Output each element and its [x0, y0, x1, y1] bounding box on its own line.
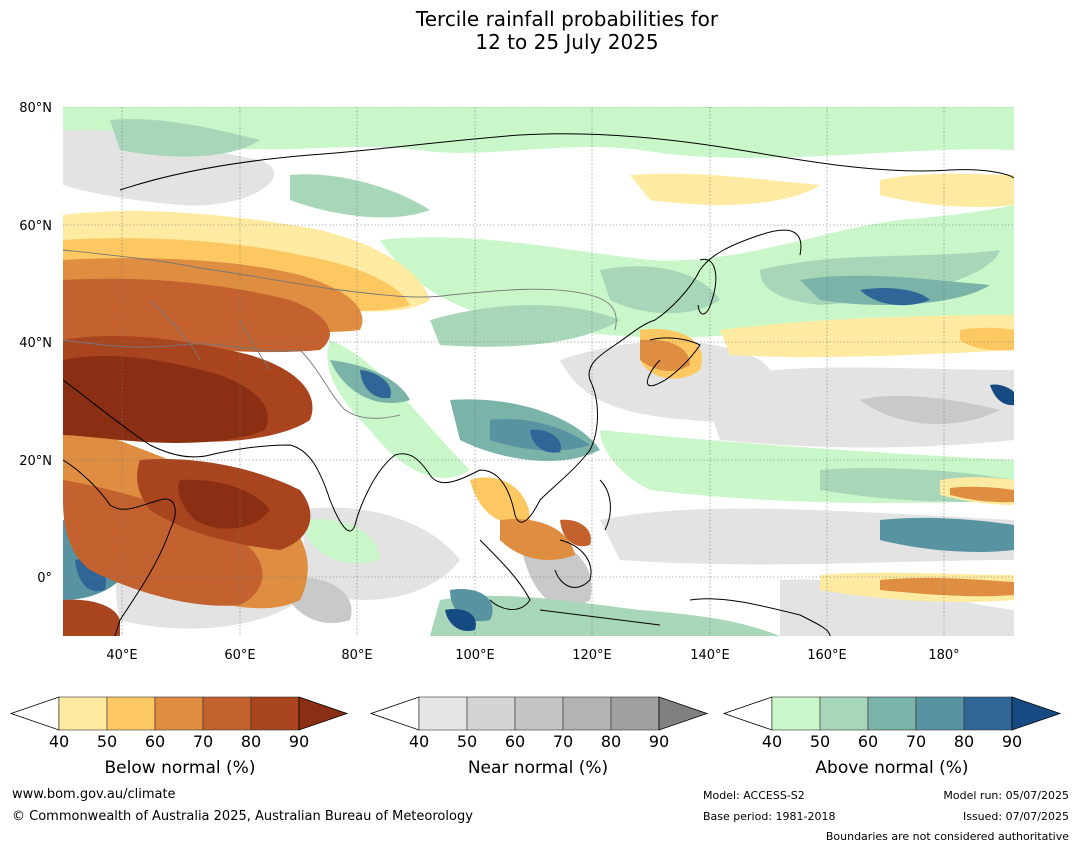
colorbar-segment — [963, 696, 1013, 731]
lon-label: 180° — [928, 648, 959, 663]
disclaimer-text: Boundaries are not considered authoritat… — [825, 830, 1069, 843]
above-normal-title: Above normal (%) — [815, 758, 969, 778]
lon-label: 120°E — [572, 648, 612, 663]
colorbar-tick-label: 60 — [505, 732, 525, 751]
colorbar-segment — [867, 696, 917, 731]
colorbar-segment — [514, 696, 564, 731]
country-borders — [63, 249, 617, 419]
colorbar-segment — [819, 696, 869, 731]
colorbar-segment — [58, 696, 108, 731]
colorbar-tick-label: 50 — [97, 732, 117, 751]
colorbar-tick-label: 80 — [601, 732, 621, 751]
above-normal-colorbar: 40 50 60 70 80 90 — [722, 696, 1062, 751]
below-normal-regions — [63, 173, 1014, 636]
below-normal-colorbar: 40 50 60 70 80 90 — [9, 696, 349, 751]
colorbar-tick-label: 50 — [810, 732, 830, 751]
colorbar-extend-high — [658, 696, 709, 731]
title-line-2: 12 to 25 July 2025 — [475, 30, 659, 54]
issued-text: Issued: 07/07/2025 — [962, 810, 1069, 823]
colorbar-tick-label: 70 — [553, 732, 573, 751]
lat-label: 20°N — [19, 454, 52, 469]
colorbar-tick-label: 60 — [145, 732, 165, 751]
lat-label: 80°N — [19, 101, 52, 116]
colorbar-extend-low — [369, 696, 420, 731]
colorbar-tick-label: 80 — [241, 732, 261, 751]
colorbar-segment — [202, 696, 252, 731]
near-normal-title: Near normal (%) — [467, 758, 609, 778]
colorbar-tick-label: 80 — [954, 732, 974, 751]
lat-label: 0° — [37, 571, 52, 586]
colorbar-tick-label: 40 — [49, 732, 69, 751]
model-text: Model: ACCESS-S2 — [703, 789, 805, 802]
title-line-1: Tercile rainfall probabilities for — [415, 7, 719, 31]
colorbar-tick-label: 40 — [762, 732, 782, 751]
colorbar-tick-label: 90 — [1002, 732, 1022, 751]
model-run-text: Model run: 05/07/2025 — [943, 789, 1069, 802]
below-normal-title: Below normal (%) — [104, 758, 256, 778]
lon-label: 40°E — [106, 648, 137, 663]
colorbar-tick-label: 70 — [906, 732, 926, 751]
colorbar-segment — [106, 696, 156, 731]
colorbar-segment — [418, 696, 468, 731]
lat-labels: 80°N 60°N 40°N 20°N 0° — [19, 101, 52, 586]
colorbar-extend-low — [722, 696, 773, 731]
colorbar-segment — [250, 696, 300, 731]
colorbar-tick-label: 90 — [289, 732, 309, 751]
colorbar-extend-low — [9, 696, 60, 731]
colorbar-tick-label: 50 — [457, 732, 477, 751]
lon-labels: 40°E 60°E 80°E 100°E 120°E 140°E 160°E 1… — [106, 648, 959, 663]
colorbar-extend-high — [1011, 696, 1062, 731]
lon-label: 140°E — [690, 648, 730, 663]
probability-field — [63, 107, 1014, 636]
colorbar-segment — [466, 696, 516, 731]
colorbar-tick-label: 70 — [193, 732, 213, 751]
colorbars: 40 50 60 70 80 90 40 50 60 70 80 90 40 50 60 70 80 90 — [9, 696, 1062, 751]
map-title: Tercile rainfall probabilities for 12 to… — [0, 8, 1081, 54]
graticule — [63, 107, 1014, 636]
above-normal-regions — [63, 107, 1014, 636]
colorbar-segment — [915, 696, 965, 731]
lat-label: 40°N — [19, 336, 52, 351]
colorbar-segment — [771, 696, 821, 731]
colorbar-segment — [154, 696, 204, 731]
colorbar-tick-label: 90 — [649, 732, 669, 751]
colorbar-tick-label: 60 — [858, 732, 878, 751]
base-period-text: Base period: 1981-2018 — [703, 810, 836, 823]
website-link[interactable]: www.bom.gov.au/climate — [12, 787, 176, 802]
lon-label: 100°E — [455, 648, 495, 663]
lon-label: 160°E — [807, 648, 847, 663]
colorbar-tick-label: 40 — [409, 732, 429, 751]
copyright-text: © Commonwealth of Australia 2025, Austra… — [12, 809, 473, 824]
colorbar-extend-high — [298, 696, 349, 731]
colorbar-segment — [562, 696, 612, 731]
near-normal-colorbar: 40 50 60 70 80 90 — [369, 696, 709, 751]
coastlines — [63, 133, 1014, 636]
colorbar-segment — [610, 696, 660, 731]
lon-label: 60°E — [224, 648, 255, 663]
lon-label: 80°E — [341, 648, 372, 663]
lat-label: 60°N — [19, 219, 52, 234]
